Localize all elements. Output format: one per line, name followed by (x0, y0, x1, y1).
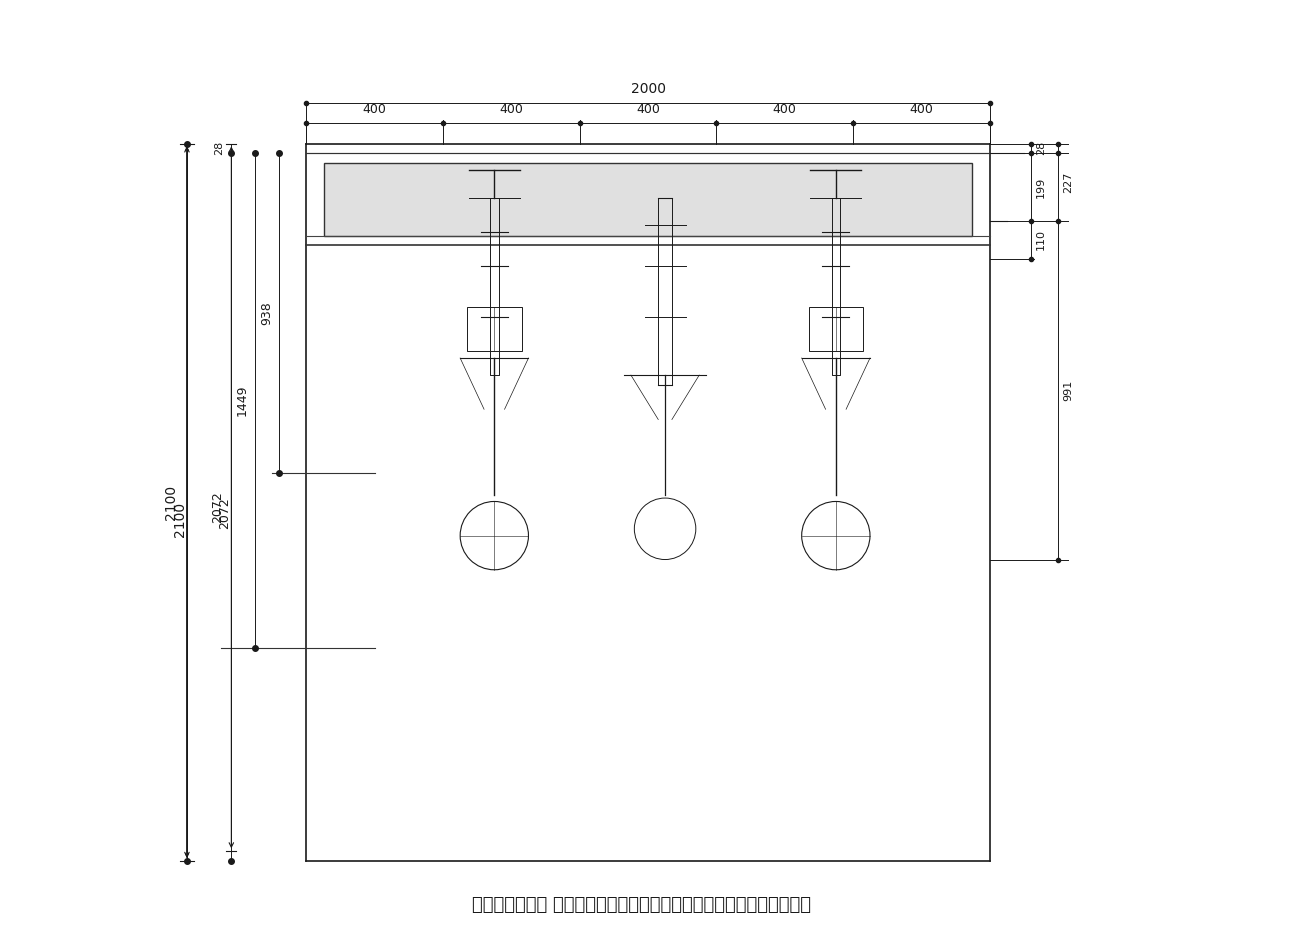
Bar (809, 307, 863, 351)
Text: 400: 400 (910, 103, 933, 116)
Text: 2100: 2100 (174, 502, 187, 537)
Text: 199: 199 (1036, 177, 1046, 197)
Text: 2072: 2072 (218, 497, 231, 529)
Text: 400: 400 (363, 103, 386, 116)
Text: 1449: 1449 (236, 385, 249, 417)
Bar (467, 307, 521, 351)
Text: 938: 938 (260, 301, 273, 325)
Text: 227: 227 (1063, 171, 1073, 193)
Text: 400: 400 (499, 103, 524, 116)
Bar (324, 163, 972, 236)
Text: 2100: 2100 (165, 485, 179, 519)
Text: 400: 400 (636, 103, 660, 116)
Text: 991: 991 (1063, 380, 1073, 401)
Text: 28: 28 (1036, 141, 1046, 155)
Text: 110: 110 (1036, 229, 1046, 250)
Text: 製品図面データ ご希望の方は下記お問合せフォームよりご連絡下さい: 製品図面データ ご希望の方は下記お問合せフォームよりご連絡下さい (472, 896, 811, 914)
Text: 28: 28 (215, 141, 224, 155)
Text: 400: 400 (772, 103, 797, 116)
Text: 2072: 2072 (211, 491, 224, 523)
Text: 2000: 2000 (630, 81, 666, 95)
